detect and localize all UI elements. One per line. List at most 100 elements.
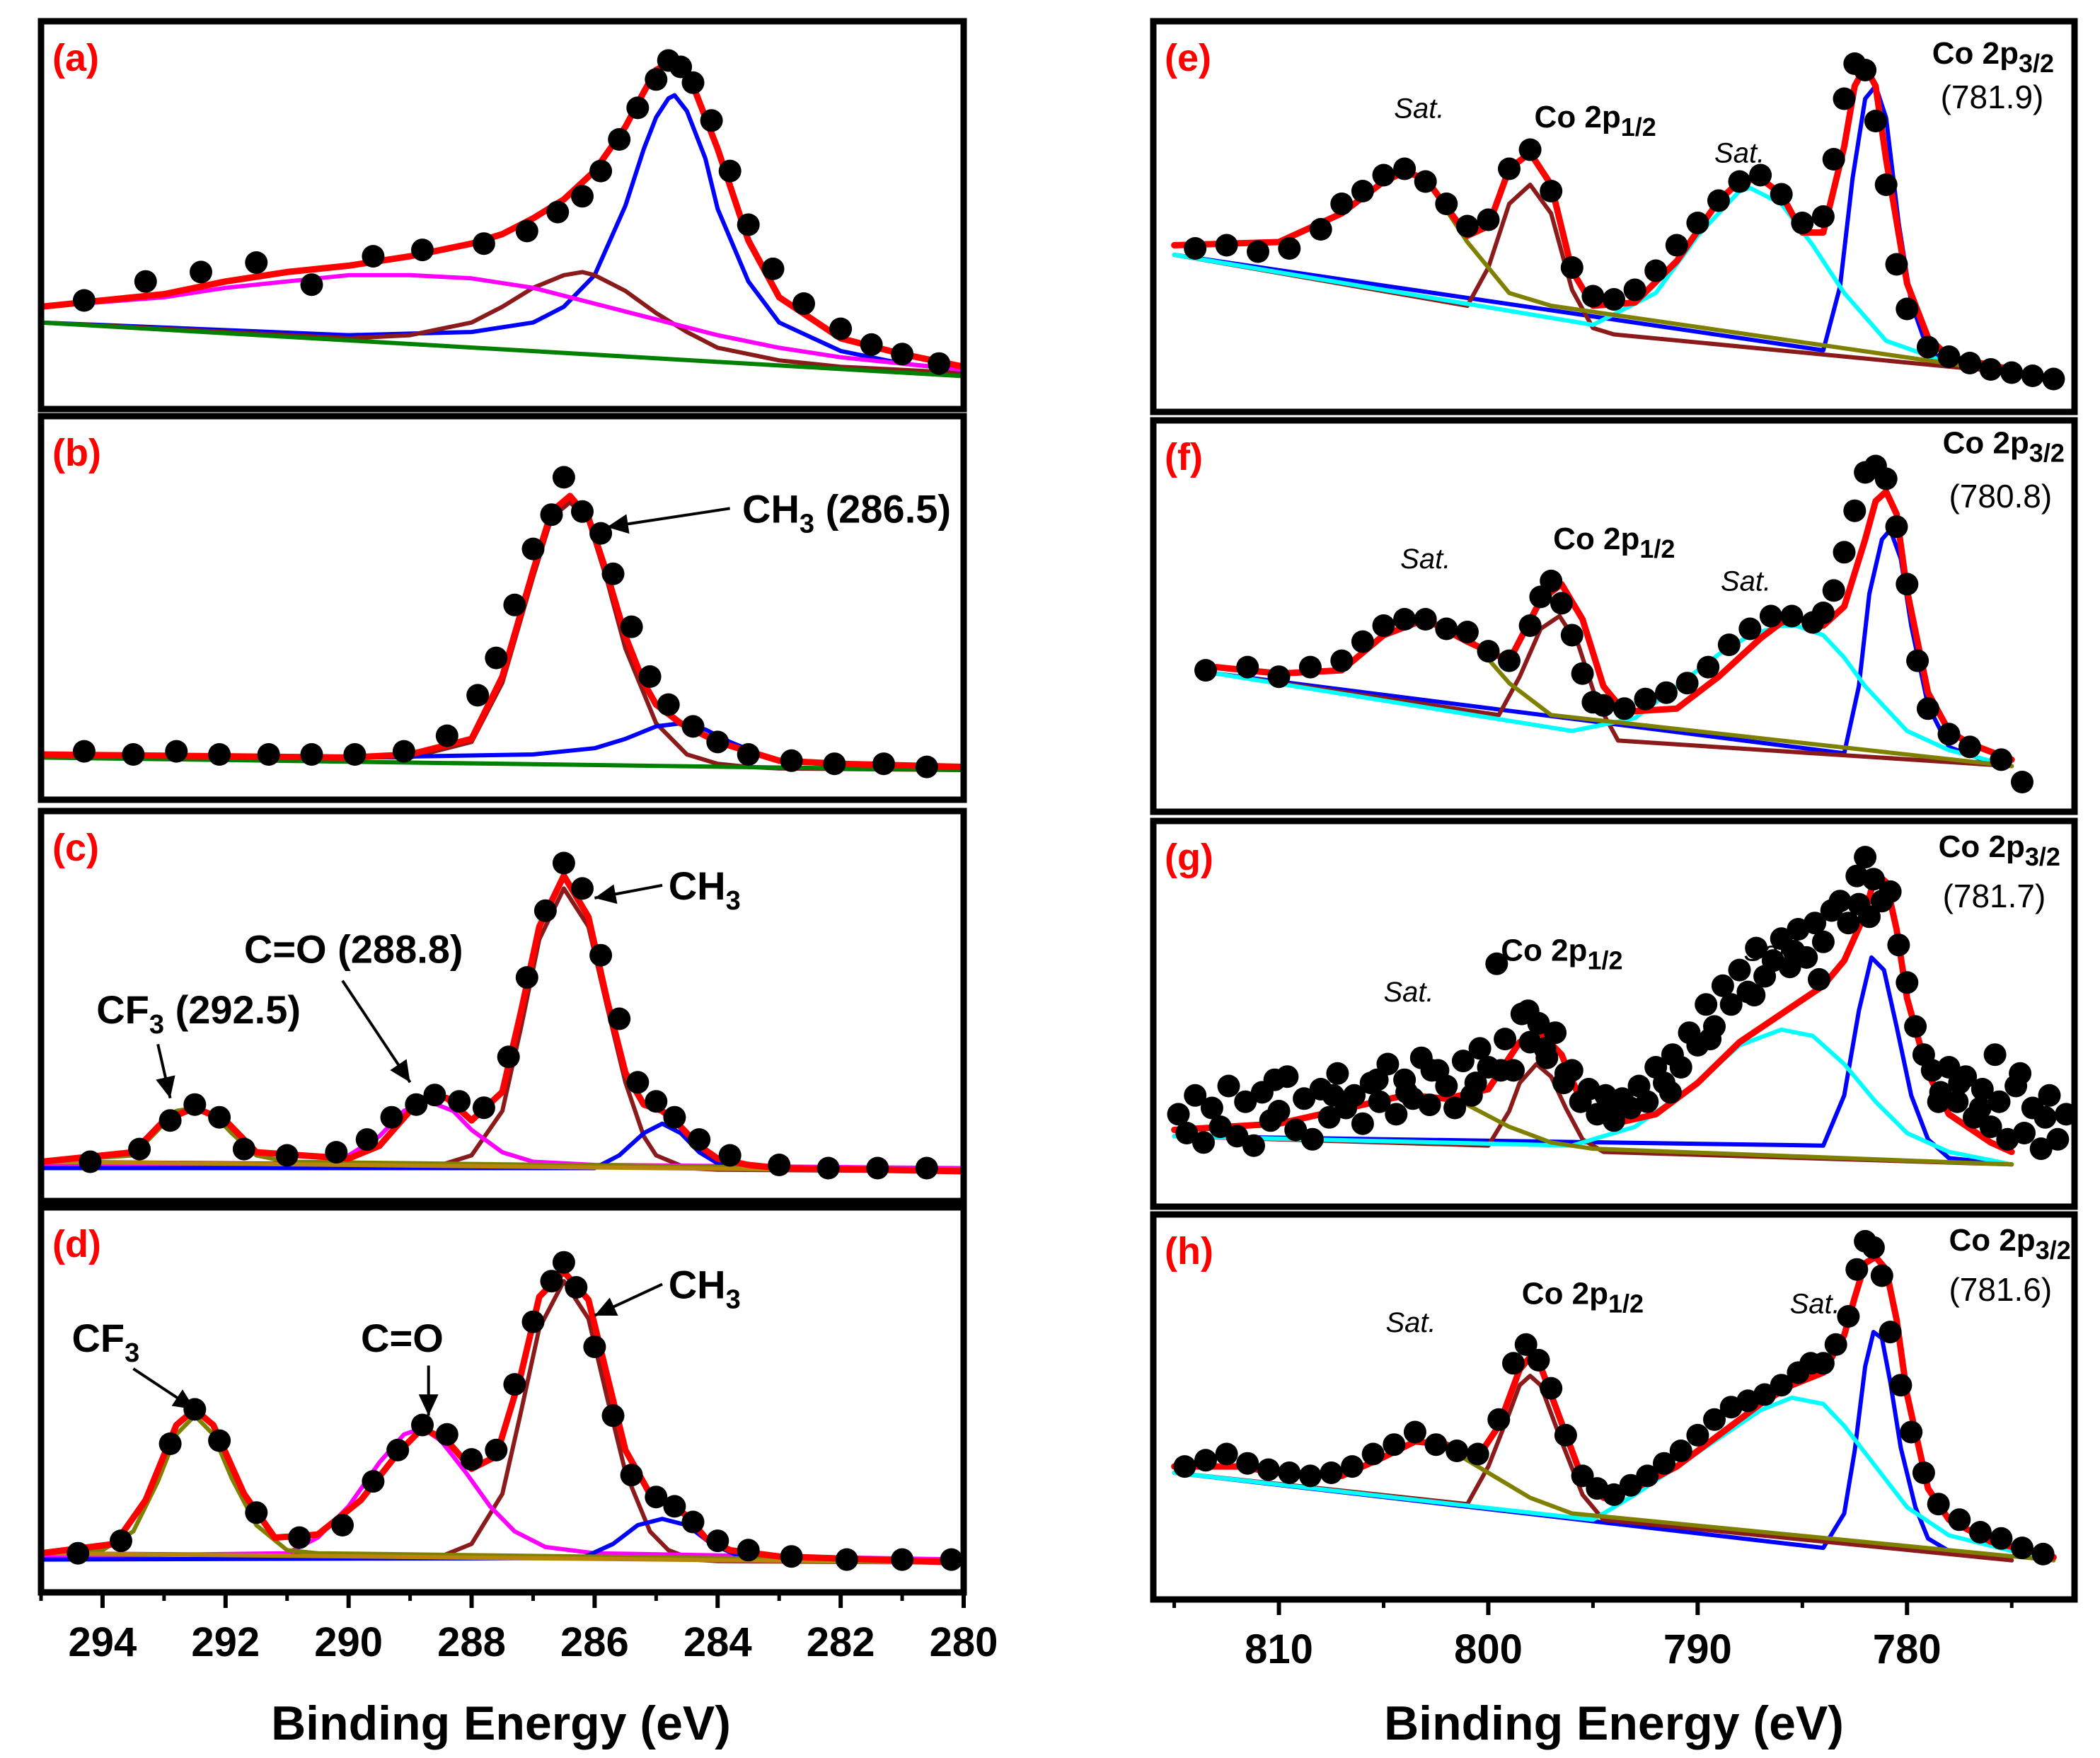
annotation-h-4: (781.6) [1949,1271,2052,1308]
annotation-text: CH3 [669,1263,741,1315]
data-point [1990,748,2013,771]
data-point [571,877,594,900]
data-point [208,1429,231,1452]
data-point [2009,1062,2032,1085]
data-point [1983,1043,2007,1067]
sat-label: Sat. [1790,1289,1840,1320]
arrow-head-icon [606,514,630,534]
data-point [1745,936,1768,960]
data-point [1862,1236,1885,1259]
data-point [1498,649,1521,672]
panel-frame-h [1150,1211,2078,1603]
data-point [1225,1125,1249,1148]
data-point [1753,1383,1777,1406]
annotation-h-0: Sat. [1385,1307,1436,1338]
data-point [1560,256,1583,279]
data-point [1904,1015,1927,1038]
panel-g: (g) Sat. Sat. Co 2p1/2 Co 2p3/2 (781.7) [1150,817,2078,1210]
data-point [1958,352,1981,374]
annotation-h-1: Sat. [1790,1289,1840,1320]
data-point [1317,1105,1341,1129]
data-point [1257,1458,1280,1481]
data-point [362,245,385,268]
annotation-f-3: Co 2p3/2 [1943,425,2065,467]
series-a-envelope-fit [41,60,964,370]
data-point [411,1413,434,1437]
arrow-head-icon [156,1075,175,1098]
data-point [1435,1074,1458,1098]
data-point [1634,687,1657,711]
annotation-g-4: (781.7) [1943,878,2046,914]
panel-a: (a) [38,18,967,413]
data-point [1494,1028,1517,1051]
annotation-d-0: CH3 [594,1263,741,1317]
data-point [1351,180,1374,202]
data-point [1833,541,1856,564]
series-g-component-797-7 [1172,1062,2014,1167]
data-point [1854,59,1877,81]
data-point [1293,1087,1316,1110]
data-point [1393,157,1417,180]
data-point [1498,157,1521,180]
data-point [2031,1542,2055,1565]
data-point [208,743,231,766]
peak-position-label: (780.8) [1949,478,2052,515]
data-point [72,740,96,763]
tick-label: 280 [930,1619,998,1665]
peak-position-label: (781.6) [1949,1271,2052,1308]
data-point [1466,1442,1489,1466]
data-point [780,749,803,772]
annotation-text: CH3 (286.5) [742,486,951,539]
data-point [2033,1105,2057,1129]
data-point [1443,1096,1467,1120]
data-point [1435,193,1458,215]
data-point [158,1109,182,1132]
data-point [891,343,914,366]
data-point [1780,604,1804,628]
data-point [1971,1078,1994,1101]
data-point [485,646,508,670]
data-point [1749,163,1772,187]
data-point [1247,240,1269,263]
annotation-f-0: Sat. [1400,544,1450,575]
annotation-d-1: C=O [361,1316,444,1416]
data-point [1298,1464,1322,1488]
data-point [1916,697,1939,720]
data-point [1278,1461,1301,1484]
arrow-head-icon [390,1059,410,1083]
panel-label-a: (a) [52,37,99,79]
data-point [2046,1127,2070,1151]
data-point [1167,1103,1190,1126]
data-point [521,537,545,561]
panel-h: (h) Sat. Sat. Co 2p1/2 Co 2p3/2 (781.6) [1150,1211,2078,1603]
data-point [540,1270,563,1293]
data-point [1184,237,1207,260]
tick-label: 810 [1245,1626,1313,1672]
data-point [325,1141,348,1164]
data-point [669,55,693,79]
data-point [1200,1096,1223,1120]
data-point [1278,237,1301,260]
data-point [472,1096,495,1120]
data-point [1743,984,1766,1007]
data-point [1655,681,1678,704]
data-point [1603,288,1625,311]
data-point [1879,1321,1902,1344]
panel-e: (e) Sat. Sat. Co 2p1/2 Co 2p3/2(781.9) [1150,18,2078,415]
data-point [706,730,729,754]
data-point [362,1470,385,1493]
data-point [571,500,594,523]
data-point [300,273,323,297]
annotation-g-3: Co 2p3/2 [1939,829,2060,871]
data-point [1540,1377,1563,1400]
data-point [1653,1452,1675,1475]
data-point [940,1548,963,1571]
plot-area-c [41,851,964,1180]
annotation-e-1: Sat. [1714,138,1765,169]
data-point [183,1093,207,1116]
data-point [411,239,434,262]
data-point [1529,585,1552,609]
data-point [466,684,490,707]
data-point [546,200,570,224]
data-point [608,1007,631,1030]
